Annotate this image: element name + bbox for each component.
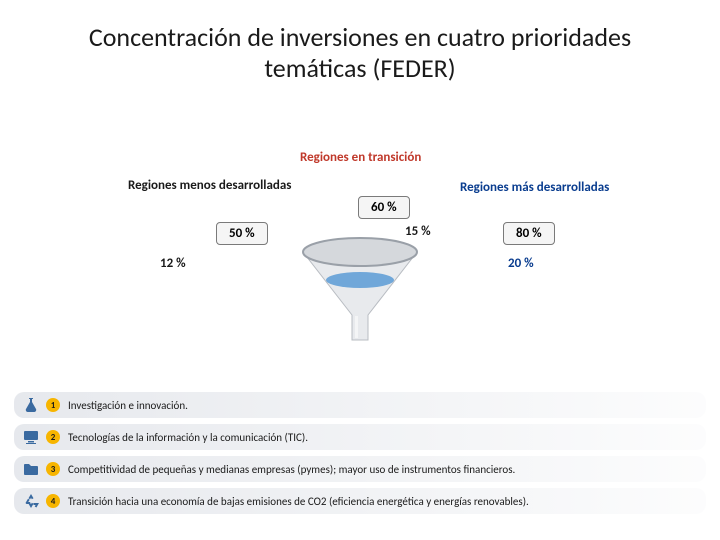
pct-60: 60 % [358, 196, 410, 219]
page-title: Concentración de inversiones en cuatro p… [0, 0, 720, 84]
pct-12: 12 % [160, 256, 186, 271]
legend-row-2: 2 Tecnologías de la información y la com… [14, 424, 706, 450]
legend-text-1: Investigación e innovación. [68, 399, 188, 412]
legend-num-3: 3 [46, 462, 60, 476]
pct-50: 50 % [216, 222, 268, 245]
legend-row-1: 1 Investigación e innovación. [14, 392, 706, 418]
legend-row-4: 4 Transición hacia una economía de bajas… [14, 488, 706, 514]
pct-20: 20 % [508, 256, 534, 271]
region-transition-label: Regiones en transición [300, 150, 421, 165]
legend-text-3: Competitividad de pequeñas y medianas em… [68, 463, 515, 476]
legend-row-3: 3 Competitividad de pequeñas y medianas … [14, 456, 706, 482]
region-less-label: Regiones menos desarrolladas [128, 178, 291, 193]
flask-icon [22, 396, 40, 414]
folder-icon [22, 460, 40, 478]
legend-num-4: 4 [46, 494, 60, 508]
legend-text-2: Tecnologías de la información y la comun… [68, 431, 308, 444]
region-more-label: Regiones más desarrolladas [460, 180, 609, 195]
funnel-graphic [295, 230, 425, 350]
legend-text-4: Transición hacia una economía de bajas e… [68, 495, 529, 508]
recycle-icon [22, 492, 40, 510]
screen-icon [22, 428, 40, 446]
legend: 1 Investigación e innovación. 2 Tecnolog… [14, 392, 706, 520]
legend-num-1: 1 [46, 398, 60, 412]
legend-num-2: 2 [46, 430, 60, 444]
pct-80: 80 % [503, 222, 555, 245]
